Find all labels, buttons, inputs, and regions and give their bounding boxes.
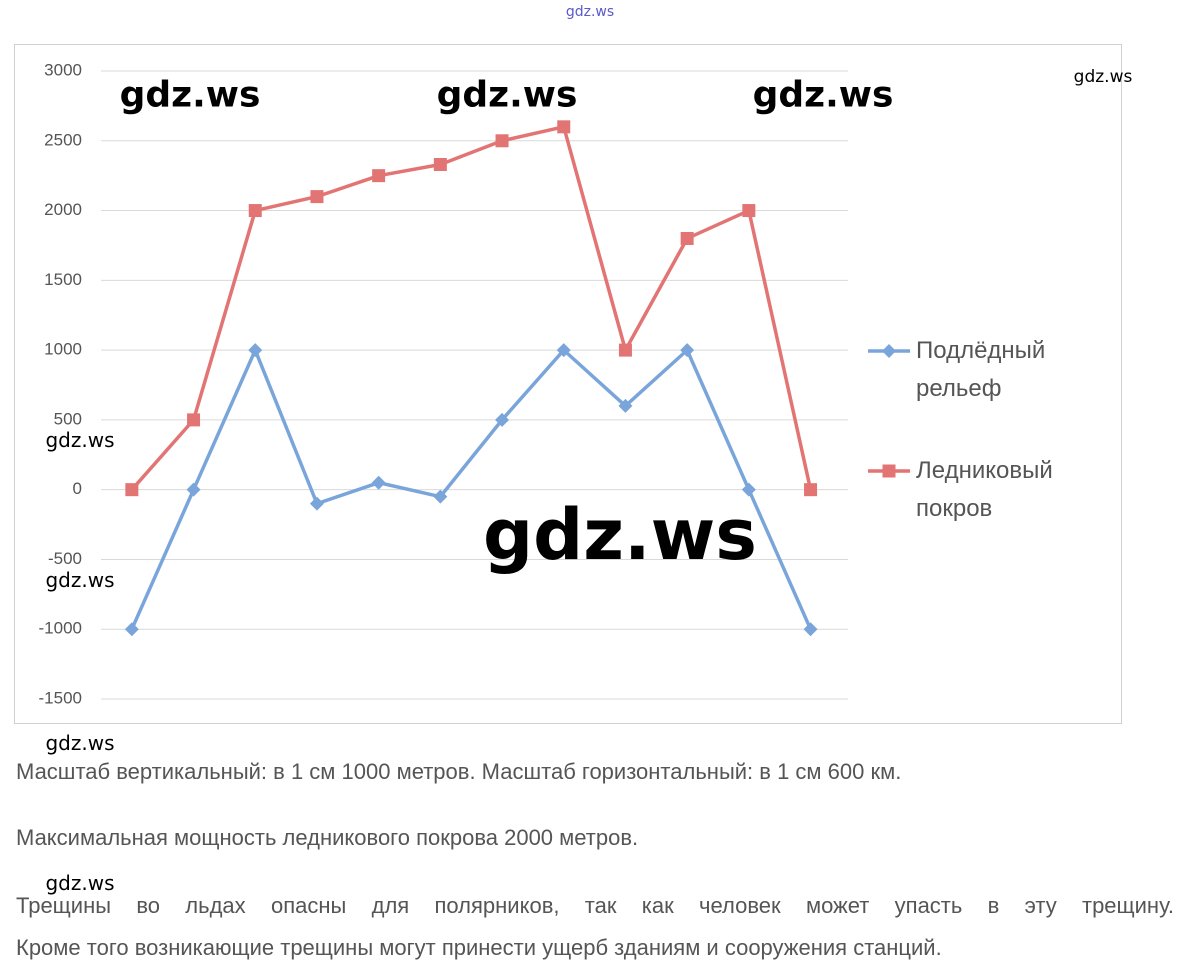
data-point <box>804 483 818 497</box>
data-point <box>248 204 262 218</box>
y-tick-label: 2000 <box>44 200 82 219</box>
y-tick-label: 3000 <box>44 60 82 79</box>
watermark: gdz.ws <box>436 74 578 116</box>
watermark: gdz.ws <box>119 74 261 116</box>
data-point <box>372 169 386 183</box>
data-point <box>371 475 386 490</box>
legend-label: Ледниковый покров <box>916 457 1053 522</box>
legend-marker <box>882 344 896 358</box>
data-point <box>557 120 571 134</box>
data-point <box>309 496 324 511</box>
y-tick-label: 0 <box>73 479 82 498</box>
data-point <box>680 231 694 245</box>
data-point <box>310 190 324 204</box>
data-point <box>125 483 139 497</box>
data-point <box>803 622 818 637</box>
paragraph: Трещины во льдах опасны для полярников, … <box>16 893 1174 918</box>
data-point <box>433 489 448 504</box>
paragraph: Кроме того возникающие трещины могут при… <box>16 935 942 960</box>
y-tick-label: 1000 <box>44 340 82 359</box>
y-tick-label: -1000 <box>39 619 82 638</box>
watermark: gdz.ws <box>45 568 115 592</box>
data-point <box>618 398 633 413</box>
watermark: gdz.ws <box>45 428 115 452</box>
watermark: gdz.ws <box>483 494 757 576</box>
data-point <box>433 158 447 172</box>
watermark: gdz.ws <box>752 74 894 116</box>
data-point <box>495 134 509 148</box>
watermark: gdz.ws <box>565 4 615 20</box>
y-tick-label: -1500 <box>39 688 82 707</box>
data-point <box>187 413 201 427</box>
y-tick-label: 2500 <box>44 130 82 149</box>
data-point <box>186 482 201 497</box>
legend-marker <box>882 464 896 478</box>
data-point <box>495 412 510 427</box>
series-line <box>130 348 813 630</box>
watermark: gdz.ws <box>45 731 115 755</box>
series-line <box>130 125 813 491</box>
data-point <box>741 482 756 497</box>
watermark: gdz.ws <box>45 871 115 895</box>
y-tick-label: -500 <box>48 549 82 568</box>
data-point <box>556 343 571 358</box>
y-tick-label: 1500 <box>44 270 82 289</box>
chart-frame <box>14 44 1122 724</box>
data-point <box>124 622 139 637</box>
legend-label: Подлёдный рельеф <box>916 337 1046 402</box>
data-point <box>742 204 756 218</box>
y-tick-label: 500 <box>54 409 82 428</box>
data-point <box>680 343 695 358</box>
paragraph: Масштаб вертикальный: в 1 см 1000 метров… <box>16 759 902 784</box>
data-point <box>618 343 632 357</box>
watermark: gdz.ws <box>1073 67 1133 87</box>
paragraph: Максимальная мощность ледникового покров… <box>16 825 639 850</box>
data-point <box>248 343 263 358</box>
